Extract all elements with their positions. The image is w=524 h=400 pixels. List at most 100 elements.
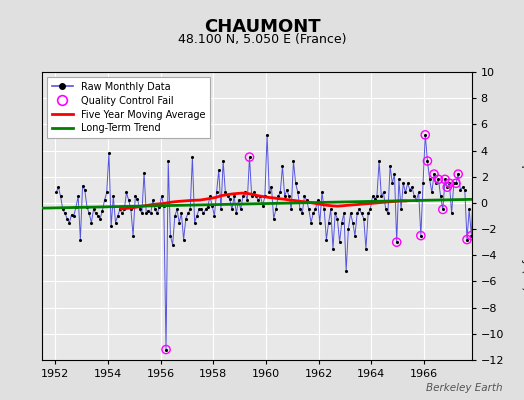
Point [186,206,194,213]
Point [228,206,236,213]
Point [151,206,159,213]
Point [265,189,274,196]
Point [463,236,471,243]
Point [428,189,436,196]
Point [79,183,87,189]
Point [307,219,315,226]
Point [114,213,122,219]
Point [348,219,357,226]
Point [90,206,98,213]
Point [399,180,408,186]
Point [76,236,84,243]
Point [59,206,67,213]
Point [57,193,65,200]
Point [434,176,443,182]
Point [436,193,445,200]
Point [304,206,313,213]
Point [421,132,430,138]
Point [300,193,309,200]
Point [271,206,280,213]
Legend: Raw Monthly Data, Quality Control Fail, Five Year Moving Average, Long-Term Tren: Raw Monthly Data, Quality Control Fail, … [47,77,210,138]
Point [197,206,205,213]
Point [362,246,370,252]
Point [256,193,265,200]
Point [403,180,412,186]
Point [368,193,377,200]
Point [164,158,172,164]
Point [463,236,471,243]
Point [443,184,451,190]
Point [153,210,161,216]
Point [100,197,108,204]
Point [70,213,78,219]
Point [72,204,80,210]
Point [136,206,144,213]
Point [430,171,438,177]
Point [107,223,115,230]
Point [175,219,183,226]
Point [397,206,405,213]
Point [439,206,447,213]
Point [252,193,260,200]
Point [274,193,282,200]
Point [208,202,216,209]
Point [375,158,384,164]
Point [236,206,245,213]
Point [52,189,60,196]
Point [160,202,168,209]
Point [401,189,410,196]
Point [63,216,71,222]
Point [289,158,298,164]
Point [138,210,146,216]
Point [346,210,355,216]
Point [201,206,210,213]
Point [379,189,388,196]
Point [315,219,324,226]
Point [355,206,364,213]
Point [443,184,451,190]
Point [472,216,480,222]
Point [217,206,225,213]
Point [173,206,181,213]
Point [254,197,263,204]
Point [333,216,342,222]
Point [122,189,130,196]
Point [454,171,462,177]
Point [412,197,421,204]
Point [190,219,199,226]
Point [241,189,249,196]
Point [311,206,320,213]
Point [263,132,271,138]
Point [465,206,473,213]
Point [199,210,208,216]
Point [210,213,219,219]
Point [223,193,232,200]
Point [452,180,460,186]
Point [370,196,379,202]
Point [322,236,331,243]
Point [129,232,137,239]
Point [168,242,177,248]
Point [239,193,247,200]
Point [318,189,326,196]
Point [441,176,449,182]
Point [296,206,304,213]
Point [131,193,139,200]
Point [430,171,438,177]
Point [408,184,416,190]
Point [206,193,214,200]
Point [390,171,399,177]
Point [219,158,227,164]
Point [458,184,467,190]
Point [171,213,179,219]
Point [230,193,238,200]
Point [162,346,170,353]
Point [258,202,267,209]
Point [276,189,285,196]
Point [94,213,102,219]
Point [54,184,62,190]
Point [212,189,221,196]
Point [68,212,76,218]
Point [140,170,148,176]
Point [177,210,185,216]
